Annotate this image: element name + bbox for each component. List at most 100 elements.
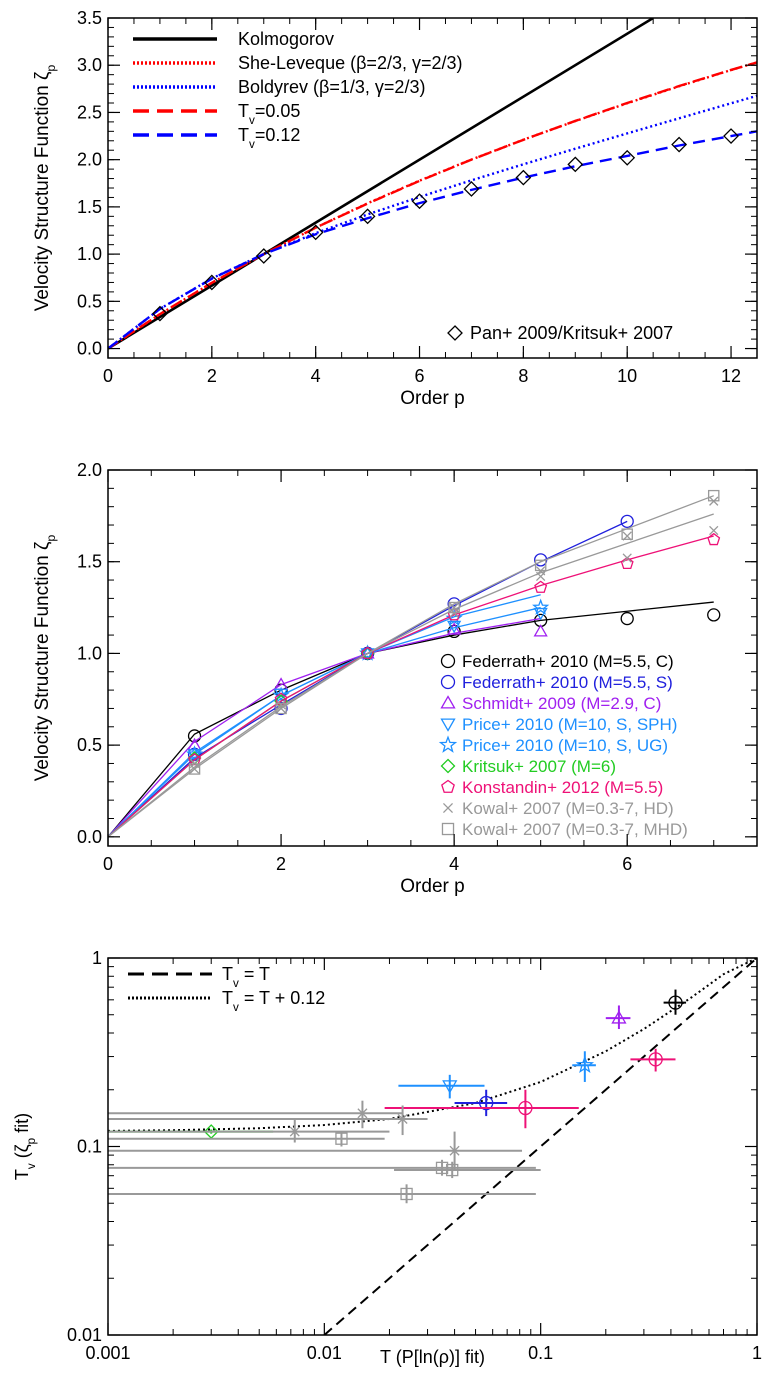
- data-point-square: [335, 1132, 348, 1145]
- x-tick-label: 10: [617, 366, 637, 386]
- data-point-x: [276, 700, 286, 710]
- data-point-circle: [668, 995, 683, 1010]
- x-tick-label: 8: [518, 366, 528, 386]
- fit-line-5: [108, 652, 368, 838]
- y-axis-label-part: Velocity Structure Function ζ: [32, 71, 53, 311]
- data-point-pan-kritsuk: [359, 208, 376, 225]
- data-point-pentagon: [188, 752, 202, 766]
- data-point-circle: [479, 1095, 494, 1111]
- y-tick-label: 1.0: [77, 244, 102, 264]
- x-tick-label: 0.01: [307, 1343, 342, 1363]
- data-point-pan-kritsuk: [619, 149, 636, 166]
- y-tick-label: 2.5: [77, 102, 102, 122]
- legend-label-pan-kritsuk: Pan+ 2009/Kritsuk+ 2007: [470, 323, 673, 343]
- legend-label-4: Tv=0.12: [238, 125, 300, 151]
- y-tick-label: 1.5: [77, 552, 102, 572]
- y-tick-label: 1.5: [77, 197, 102, 217]
- panel-2-series-group: [108, 489, 721, 838]
- data-point-square: [400, 1187, 413, 1201]
- x-axis-label: Order p: [400, 388, 464, 409]
- data-point-star: [272, 686, 290, 703]
- data-point-circle: [648, 1052, 663, 1067]
- legend-label-1: Federrath+ 2010 (M=5.5, S): [462, 673, 673, 692]
- legend-label-3-part: =0.05: [255, 101, 301, 121]
- data-point-triangle: [533, 624, 548, 637]
- data-point-square: [275, 702, 287, 715]
- panel-2-simulation-comparison: Federrath+ 2010 (M=5.5, C) Federrath+ 201…: [32, 460, 758, 897]
- data-point-star: [532, 598, 550, 615]
- x-tick-label: 12: [721, 366, 741, 386]
- legend-label-1-part: v: [233, 1001, 239, 1014]
- legend-marker-diamond: [440, 758, 456, 774]
- panel-3-data-group: [108, 958, 757, 1335]
- fit-line-6: [108, 535, 714, 838]
- x-tick-label: 2: [207, 366, 217, 386]
- fit-line-0: [108, 601, 714, 838]
- legend-label-4: Price+ 2010 (M=10, S, UG): [462, 736, 668, 755]
- data-point-x: [357, 1108, 368, 1119]
- legend-label-6: Konstandin+ 2012 (M=5.5): [462, 778, 663, 797]
- y-axis-label: Tv (ζp fit): [12, 1113, 38, 1180]
- legend-label-8: Kowal+ 2007 (M=0.3-7, MHD): [462, 820, 688, 839]
- data-point-circle: [620, 611, 634, 626]
- legend-label-1-part: = T + 0.12: [239, 988, 325, 1008]
- x-tick-label: 2: [276, 854, 286, 874]
- data-point-circle: [620, 514, 634, 529]
- data-point-square: [188, 763, 201, 775]
- legend-label-2: Schmidt+ 2009 (M=2.9, C): [462, 694, 661, 713]
- data-point-pan-kritsuk: [671, 136, 688, 153]
- legend-label-1-part: She-Leveque (β=2/3, γ=2/3): [238, 53, 463, 73]
- data-point-square: [446, 1163, 459, 1177]
- data-point-square: [621, 528, 633, 540]
- fit-line-4: [108, 594, 541, 838]
- legend-label-0-part: Kolmogorov: [238, 29, 334, 49]
- legend-label-3-part: v: [249, 114, 255, 127]
- x-tick-label: 4: [449, 854, 459, 874]
- y-tick-label: 3.5: [77, 8, 102, 28]
- data-point-x: [449, 1145, 460, 1156]
- data-point-x: [622, 553, 632, 563]
- legend-label-5: Kritsuk+ 2007 (M=6): [462, 757, 616, 776]
- legend-label-0-part: T: [222, 964, 233, 984]
- legend-label-0: Tv = T: [222, 964, 270, 990]
- y-tick-label: 0.5: [77, 735, 102, 755]
- legend-marker-triangle-down: [440, 718, 456, 732]
- y-tick-label: 0.01: [67, 1325, 102, 1345]
- data-point-pan-kritsuk: [723, 128, 739, 144]
- y-tick-label: 0.5: [77, 291, 102, 311]
- legend-marker-x: [442, 802, 454, 814]
- panel-1-series-group: [108, 18, 757, 350]
- data-point-triangle-down: [442, 1080, 458, 1094]
- data-point-pan-kritsuk: [567, 156, 584, 173]
- legend-label-3: Tv=0.05: [238, 101, 300, 127]
- data-point-pan-kritsuk: [307, 224, 324, 241]
- data-point-triangle: [611, 1010, 627, 1024]
- legend-label-4-part: =0.12: [255, 125, 301, 145]
- y-axis-label-part: Velocity Structure Function ζ: [32, 541, 53, 781]
- x-axis-label: T (P[ln(ρ)] fit): [380, 1347, 485, 1367]
- x-tick-label: 0: [103, 854, 113, 874]
- data-point-circle: [707, 608, 721, 622]
- data-point-pan-kritsuk: [203, 274, 220, 291]
- y-axis-label-part: T: [12, 1169, 32, 1180]
- y-axis-label: Velocity Structure Function ζp: [32, 535, 58, 782]
- legend-marker-triangle: [440, 695, 456, 709]
- y-tick-label: 1: [92, 948, 102, 968]
- panel-1-velocity-structure-function: Kolmogorov She-Leveque (β=2/3, γ=2/3) Bold…: [32, 8, 758, 409]
- y-axis-label-part: p: [44, 65, 58, 72]
- data-point-pentagon: [534, 580, 548, 593]
- x-axis-label: Order p: [400, 876, 464, 897]
- data-point-pentagon: [620, 556, 634, 570]
- y-axis-label-part: p: [25, 1137, 38, 1144]
- y-tick-label: 1.0: [77, 643, 102, 663]
- data-point-triangle-down: [533, 607, 548, 621]
- x-tick-label: 6: [622, 854, 632, 874]
- plot-frame: [107, 957, 758, 1336]
- legend-label-3-part: T: [238, 101, 249, 121]
- x-tick-label: 0.001: [85, 1343, 130, 1363]
- y-tick-label: 3.0: [77, 55, 102, 75]
- y-axis-label-part: fit): [12, 1113, 32, 1138]
- legend-marker-circle: [440, 674, 456, 690]
- legend-marker-star: [438, 735, 458, 753]
